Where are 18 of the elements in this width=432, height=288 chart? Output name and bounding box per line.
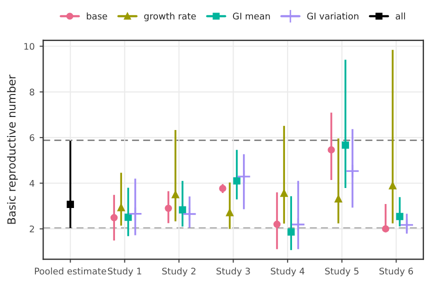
y-tick-label: 2	[30, 226, 34, 232]
legend-label: growth rate	[144, 12, 196, 22]
y-axis-title: Basic reproductive number	[7, 74, 18, 224]
x-tick-label: Study 5	[325, 268, 358, 276]
x-tick-label: Pooled estimate	[34, 268, 106, 275]
legend-label: GI mean	[232, 12, 270, 20]
x-tick-label: Study 3	[216, 268, 250, 276]
x-tick-label: Study 6	[379, 268, 413, 276]
legend-label: GI variation	[307, 12, 358, 20]
x-tick-label: Study 2	[162, 268, 196, 276]
legend-label: base	[86, 12, 108, 20]
y-tick-label: 10	[24, 42, 34, 50]
y-tick-label: 8	[30, 88, 34, 96]
legend-label: all	[396, 12, 405, 20]
x-tick-label: Study 4	[270, 268, 304, 276]
y-tick-label: 6	[30, 134, 34, 142]
y-tick-label: 4	[30, 180, 34, 187]
x-tick-label: Study 1	[108, 268, 142, 276]
